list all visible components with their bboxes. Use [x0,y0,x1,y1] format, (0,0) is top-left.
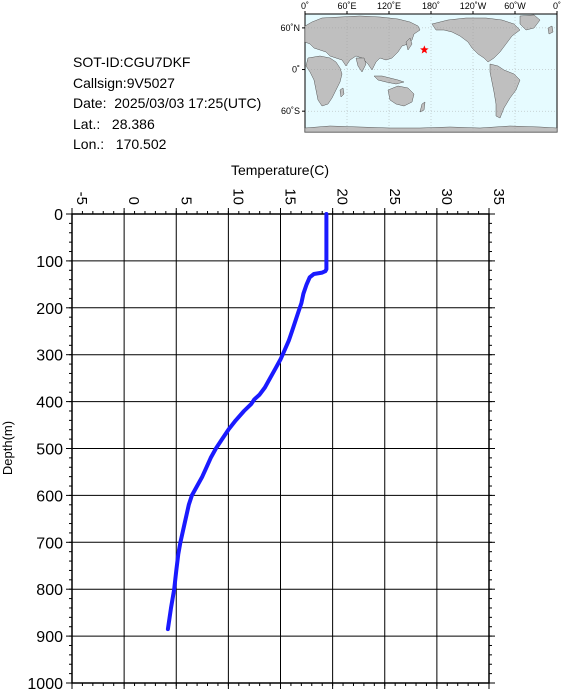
x-tick-label: 25 [386,188,403,205]
callsign-text: Callsign:9V5027 [73,74,175,91]
north-america-landmass [431,17,521,63]
x-tick-label: 10 [229,188,246,205]
map-longitude-label: 120˚W [460,1,487,11]
map-longitude-label: 180˚ [422,1,440,11]
y-tick-label: 900 [36,629,63,646]
map-longitude-label: 60˚W [504,1,526,11]
map-latitude-label: 60˚N [280,23,300,33]
y-tick-label: 100 [36,254,63,271]
x-tick-label: -5 [73,192,90,205]
map-latitude-labels: 60˚N 0˚ 60˚S [280,23,300,116]
sot-info-panel: SOT-ID:CGU7DKF Callsign:9V5027 Date: 202… [73,52,261,155]
lon-text: Lon.: 170.502 [73,136,167,152]
map-latitude-label: 60˚S [281,106,300,116]
temperature-profile-line [165,212,329,632]
sot-id-text: SOT-ID:CGU7DKF [73,54,191,70]
y-tick-label: 400 [36,395,63,412]
map-graticule [305,14,557,132]
chart-grid [71,213,490,684]
y-tick-label: 700 [36,535,63,552]
map-longitude-label: 0˚ [553,1,561,11]
y-tick-label: 300 [36,348,63,365]
africa-landmass [305,55,343,107]
y-tick-label: 200 [36,301,63,318]
position-star-marker [420,45,429,54]
japan [405,37,413,51]
y-tick-label: 0 [54,207,63,224]
x-tick-label: 20 [334,188,351,205]
x-axis-label: Temperature(C) [231,162,329,178]
map-longitude-labels: 0˚ 60˚E 120˚E 180˚ 120˚W 60˚W 0˚ [301,1,561,11]
india [355,57,367,73]
lat-text: Lat.: 28.386 [73,115,155,132]
y-tick-labels: 0 100 200 300 400 500 600 700 800 900 1000 [27,207,63,690]
y-axis-label: Depth(m) [0,421,15,475]
map-latitude-label: 0˚ [292,65,300,75]
date-text: Date: 2025/03/03 17:25(UTC) [73,95,262,111]
world-map: 0˚ 60˚E 120˚E 180˚ 120˚W 60˚W 0˚ 60˚N 0˚ 60˚S [280,1,561,133]
map-longitude-label: 60˚E [337,1,356,11]
map-ticks [302,11,558,112]
new-zealand [419,101,426,113]
madagascar [339,87,345,98]
x-tick-label: 15 [282,188,299,205]
plot-frame [71,213,490,684]
x-tick-label: 0 [125,197,142,205]
y-tick-label: 500 [36,442,63,459]
y-tick-label: 600 [36,488,63,505]
map-longitude-label: 120˚E [377,1,401,11]
x-tick-label: 5 [177,197,194,205]
australia [387,85,415,107]
y-tick-label: 800 [36,582,63,599]
x-tick-labels: -5 0 5 10 15 20 25 30 35 [73,188,507,205]
map-land [304,14,558,133]
map-longitude-label: 0˚ [301,1,309,11]
x-tick-label: 35 [490,188,507,205]
y-tick-label: 1000 [27,676,63,690]
x-tick-label: 30 [438,188,455,205]
south-america-landmass [489,63,521,119]
